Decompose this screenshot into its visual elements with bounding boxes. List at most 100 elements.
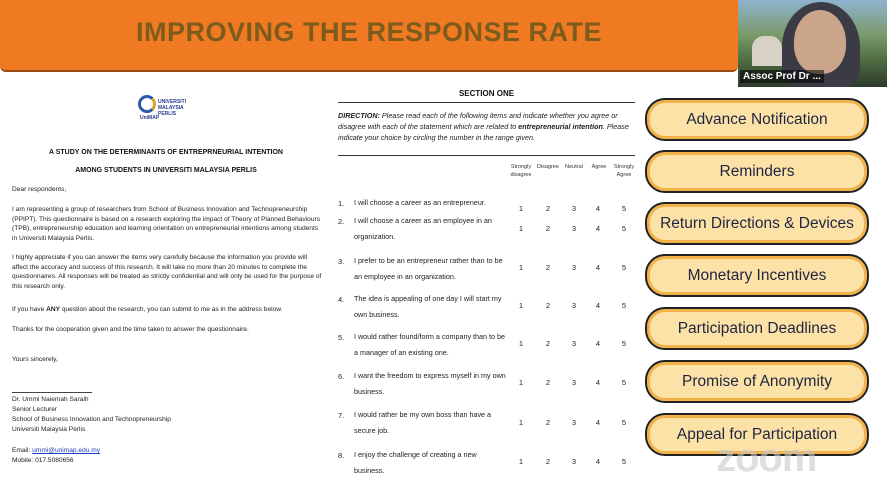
item-statement: I prefer to be an entrepreneur rather th… — [354, 256, 503, 281]
item-statement: I want the freedom to express myself in … — [354, 371, 506, 396]
score-option[interactable]: 4 — [595, 263, 601, 272]
logo-emblem-icon — [138, 95, 156, 113]
score-option[interactable]: 2 — [545, 263, 551, 272]
signer-title: Senior Lecturer — [12, 406, 58, 413]
score-option[interactable]: 4 — [595, 418, 601, 427]
letter-paragraph-2: I highly appreciate if you can answer th… — [12, 254, 322, 290]
strategy-label: Promise of Anonymity — [682, 372, 832, 390]
logo-text: UNIVERSITI MALAYSIA PERLIS — [158, 99, 187, 117]
section-direction: DIRECTION: Please read each of the follo… — [338, 110, 635, 143]
score-option[interactable]: 5 — [621, 204, 627, 213]
strategy-pill: Monetary Incentives — [645, 254, 869, 297]
para3-bold: ANY — [46, 306, 61, 313]
score-option[interactable]: 4 — [595, 224, 601, 233]
title-banner: IMPROVING THE RESPONSE RATE — [0, 0, 738, 72]
strategy-pill: Reminders — [645, 150, 869, 193]
para3-pre: If you have — [12, 306, 47, 313]
strategy-label: Reminders — [719, 162, 795, 180]
score-option[interactable]: 3 — [571, 204, 577, 213]
letter-paragraph-1: I am representing a group of researchers… — [12, 206, 321, 242]
score-option[interactable]: 1 — [518, 204, 524, 213]
letter-paragraph-4: Thanks for the cooperation given and the… — [12, 326, 249, 333]
item-number: 5. — [338, 333, 345, 342]
score-option[interactable]: 1 — [518, 224, 524, 233]
item-statement: I will choose a career as an employee in… — [354, 216, 492, 241]
score-option[interactable]: 5 — [621, 378, 627, 387]
signer-email: Email: ummi@unimap.edu.my — [12, 446, 322, 456]
strategy-pill: Promise of Anonymity — [645, 360, 869, 403]
score-option[interactable]: 5 — [621, 418, 627, 427]
score-option[interactable]: 1 — [518, 457, 524, 466]
score-option[interactable]: 3 — [571, 418, 577, 427]
score-option[interactable]: 2 — [545, 418, 551, 427]
score-option[interactable]: 1 — [518, 418, 524, 427]
direction-bold: entrepreneurial intention — [518, 122, 603, 131]
participant-video[interactable]: Assoc Prof Dr ... — [738, 0, 887, 87]
strategy-label: Advance Notification — [686, 110, 828, 128]
score-option[interactable]: 5 — [621, 339, 627, 348]
scale-header: Strongly Agree — [613, 164, 635, 178]
strategy-label: Return Directions & Devices — [660, 214, 854, 232]
strategy-pill: Return Directions & Devices — [645, 202, 869, 245]
score-option[interactable]: 3 — [571, 339, 577, 348]
direction-text: Please read each of the following items … — [338, 111, 618, 131]
participant-face — [794, 10, 846, 74]
background-building — [752, 36, 782, 66]
score-option[interactable]: 5 — [621, 224, 627, 233]
score-option[interactable]: 3 — [571, 457, 577, 466]
score-option[interactable]: 4 — [595, 457, 601, 466]
score-option[interactable]: 1 — [518, 378, 524, 387]
item-statement: I would rather be my own boss than have … — [354, 410, 492, 435]
score-option[interactable]: 5 — [621, 263, 627, 272]
signature-line — [12, 392, 92, 393]
letter-greeting: Dear respondents, — [12, 186, 67, 193]
email-link[interactable]: ummi@unimap.edu.my — [32, 447, 101, 454]
score-option[interactable]: 2 — [545, 204, 551, 213]
score-option[interactable]: 4 — [595, 339, 601, 348]
item-number: 3. — [338, 257, 345, 266]
score-option[interactable]: 4 — [595, 204, 601, 213]
score-option[interactable]: 3 — [571, 263, 577, 272]
direction-end: . Please indicate your choice by circlin… — [338, 122, 629, 142]
score-option[interactable]: 3 — [571, 301, 577, 310]
score-option[interactable]: 3 — [571, 224, 577, 233]
strategy-label: Appeal for Participation — [676, 425, 838, 443]
item-statement: The idea is appealing of one day I will … — [354, 294, 502, 319]
signer-university: Universiti Malaysia Perlis — [12, 426, 86, 433]
score-option[interactable]: 1 — [518, 301, 524, 310]
score-option[interactable]: 4 — [595, 301, 601, 310]
section-rule-bottom — [338, 155, 635, 156]
score-option[interactable]: 2 — [545, 224, 551, 233]
item-number: 7. — [338, 411, 345, 420]
item-statement: I enjoy the challenge of creating a new … — [354, 450, 477, 475]
section-rule-top — [338, 102, 635, 103]
letter-paragraph-3: If you have ANY question about the resea… — [12, 305, 322, 315]
strategy-pill: Participation Deadlines — [645, 307, 869, 350]
signer-name: Dr. Ummi Naiemah Saraih — [12, 396, 89, 403]
signer-mobile: Mobile: 017.5080656 — [12, 457, 74, 464]
scale-header: Neutral — [565, 164, 583, 170]
score-option[interactable]: 3 — [571, 378, 577, 387]
score-option[interactable]: 1 — [518, 339, 524, 348]
item-number: 6. — [338, 372, 345, 381]
scale-header: Strongly disagree — [510, 164, 532, 178]
score-option[interactable]: 2 — [545, 339, 551, 348]
strategy-pill: Appeal for Participation — [645, 413, 869, 456]
score-option[interactable]: 2 — [545, 301, 551, 310]
score-option[interactable]: 4 — [595, 378, 601, 387]
item-number: 8. — [338, 451, 345, 460]
score-option[interactable]: 2 — [545, 378, 551, 387]
score-option[interactable]: 2 — [545, 457, 551, 466]
logo-sub: UniMAP — [140, 115, 160, 121]
strategy-label: Participation Deadlines — [677, 319, 837, 337]
participant-name: Assoc Prof Dr ... — [740, 70, 824, 83]
score-option[interactable]: 5 — [621, 457, 627, 466]
letter-title-line1: A STUDY ON THE DETERMINANTS OF ENTREPRNE… — [49, 149, 283, 156]
score-option[interactable]: 5 — [621, 301, 627, 310]
university-logo: UNIVERSITI MALAYSIA PERLIS UniMAP — [138, 93, 188, 127]
para3-post: question about the research, you can sub… — [60, 306, 283, 313]
strategy-label: Monetary Incentives — [687, 266, 827, 284]
score-option[interactable]: 1 — [518, 263, 524, 272]
letter-title-line2: AMONG STUDENTS IN UNIVERSITI MALAYSIA PE… — [75, 167, 257, 174]
item-statement: I will choose a career as an entrepreneu… — [354, 198, 486, 207]
